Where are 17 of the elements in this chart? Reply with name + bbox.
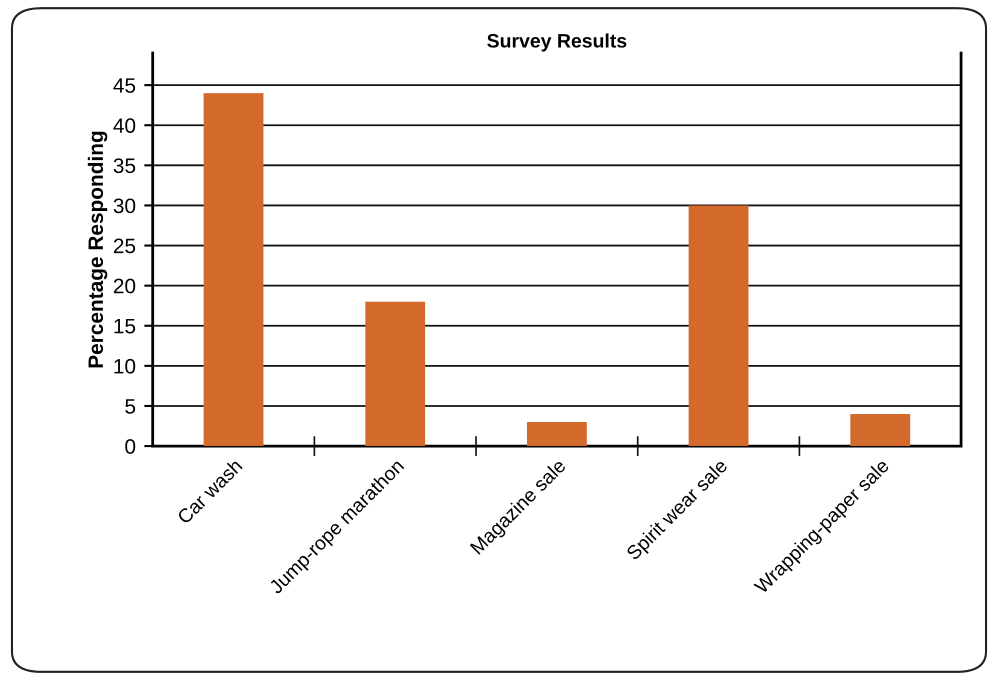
chart-title: Survey Results [487, 33, 626, 52]
y-axis-title: Percentage Responding [88, 132, 108, 368]
y-tick-label: 15 [114, 318, 136, 334]
y-tick-label: 45 [113, 78, 136, 93]
bar [850, 414, 910, 446]
y-tick-label: 0 [125, 439, 136, 454]
bar [204, 93, 264, 446]
y-tick-label: 10 [114, 358, 136, 374]
y-tick-label: 5 [125, 399, 136, 414]
y-tick-label: 20 [114, 278, 136, 294]
bar [365, 302, 426, 446]
bar [526, 422, 587, 446]
y-tick-label: 35 [114, 158, 136, 174]
y-tick-label: 40 [113, 118, 136, 133]
y-tick-label: 25 [114, 238, 136, 254]
bar [688, 205, 748, 446]
y-tick-label: 30 [114, 198, 136, 214]
